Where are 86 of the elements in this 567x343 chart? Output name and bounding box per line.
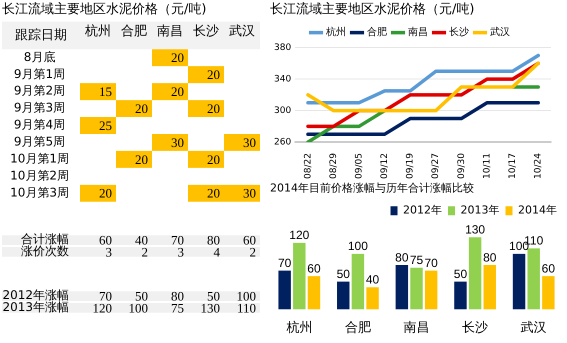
data-label: 20	[171, 50, 184, 66]
x-tick-label: 09/05	[354, 153, 364, 179]
bar	[468, 237, 482, 310]
y-tick-label: 10月第2周	[10, 168, 69, 182]
bar	[278, 270, 291, 310]
data-label: 60	[542, 261, 556, 276]
y-axis-title: 跟踪日期	[15, 28, 67, 43]
x-tick-label: 09/12	[380, 153, 390, 179]
y-tick-label: 260	[274, 137, 292, 148]
x-tick-label: 杭州	[285, 320, 312, 336]
y-tick-label: 合计涨幅	[21, 232, 69, 246]
x-tick-label: 09/27	[431, 153, 442, 179]
y-tick-label: 300	[274, 106, 292, 116]
bar	[424, 270, 438, 310]
data-label: 20	[207, 67, 220, 82]
x-tick-label: 08/22	[303, 153, 314, 179]
data-label: 30	[243, 186, 256, 201]
data-label: 120	[289, 228, 310, 242]
y-tick-label: 涨价次数	[21, 244, 69, 258]
bar	[527, 248, 540, 310]
data-label: 20	[135, 152, 148, 167]
data-label: 20	[207, 100, 220, 116]
data-label: 20	[207, 186, 220, 201]
data-label: 15	[99, 84, 112, 100]
data-label: 60	[307, 261, 321, 276]
legend-label: 2013年	[460, 204, 500, 217]
x-tick-label: 09/19	[406, 152, 416, 179]
legend-label: 2012年	[403, 204, 442, 217]
bar	[366, 287, 379, 310]
data-label: 25	[99, 118, 112, 133]
data-label: 20	[207, 152, 220, 167]
bar	[454, 282, 467, 310]
data-label: 20	[171, 84, 184, 100]
data-label: 80	[395, 250, 409, 264]
x-tick-label: 10/24	[534, 152, 544, 179]
x-tick-label: 武汉	[229, 24, 255, 39]
x-tick-label: 南昌	[404, 320, 430, 336]
bar	[337, 282, 350, 310]
x-tick-label: 合肥	[344, 320, 371, 336]
bar	[396, 265, 408, 310]
data-label: 20	[135, 100, 148, 116]
data-label: 50	[336, 266, 350, 281]
x-tick-label: 杭州	[84, 24, 111, 39]
y-tick-label: 340	[274, 74, 292, 84]
bar	[293, 242, 306, 310]
bar	[352, 254, 364, 310]
data-label: 80	[483, 250, 497, 264]
data-label: 40	[366, 272, 380, 287]
data-label: 70	[424, 256, 438, 270]
y-tick-label: 9月第4周	[14, 118, 66, 132]
data-label: 30	[171, 134, 184, 150]
data-label: 130	[465, 222, 486, 237]
x-tick-label: 武汉	[520, 320, 547, 336]
chart-title: 长江流域主要地区水泥价格（元/吨)	[270, 1, 474, 18]
data-label: 75	[410, 253, 424, 268]
bar	[484, 265, 496, 310]
chart-title: 长江流域主要地区水泥价格（元/吨)	[2, 1, 206, 18]
x-tick-label: 10/11	[482, 153, 492, 179]
y-tick-label: 10月第1周	[10, 152, 69, 166]
y-tick-label: 2012年涨幅	[2, 288, 69, 302]
y-tick-label: 9月第1周	[14, 66, 66, 81]
legend-label: 2014年	[518, 204, 558, 217]
y-tick-label: 9月第5周	[14, 134, 66, 149]
data-label: 30	[243, 134, 256, 150]
x-tick-label: 长沙	[193, 24, 219, 39]
y-tick-label: 2013年涨幅	[2, 300, 69, 314]
data-label: 70	[278, 256, 292, 270]
x-tick-label: 长沙	[462, 320, 488, 336]
bar	[308, 276, 320, 310]
y-tick-label: 380	[274, 42, 292, 53]
x-tick-label: 10/17	[508, 153, 518, 179]
x-tick-label: 08/29	[328, 152, 339, 179]
y-tick-label: 9月第2周	[14, 84, 66, 98]
data-label: 50	[454, 266, 468, 281]
y-tick-label: 9月第3周	[14, 100, 66, 115]
x-tick-label: 合肥	[121, 24, 147, 39]
y-tick-label: 8月底	[24, 50, 56, 64]
y-tick-label: 10月第3周	[10, 185, 69, 200]
chart-title: 2014年目前价格涨幅与历年合计涨幅比较	[270, 181, 474, 194]
data-label: 100	[348, 239, 368, 254]
bar	[512, 254, 526, 310]
bar	[410, 268, 423, 310]
bar	[542, 276, 555, 310]
x-tick-label: 09/30	[456, 152, 467, 179]
data-label: 20	[99, 186, 112, 201]
x-tick-label: 南昌	[157, 24, 183, 39]
